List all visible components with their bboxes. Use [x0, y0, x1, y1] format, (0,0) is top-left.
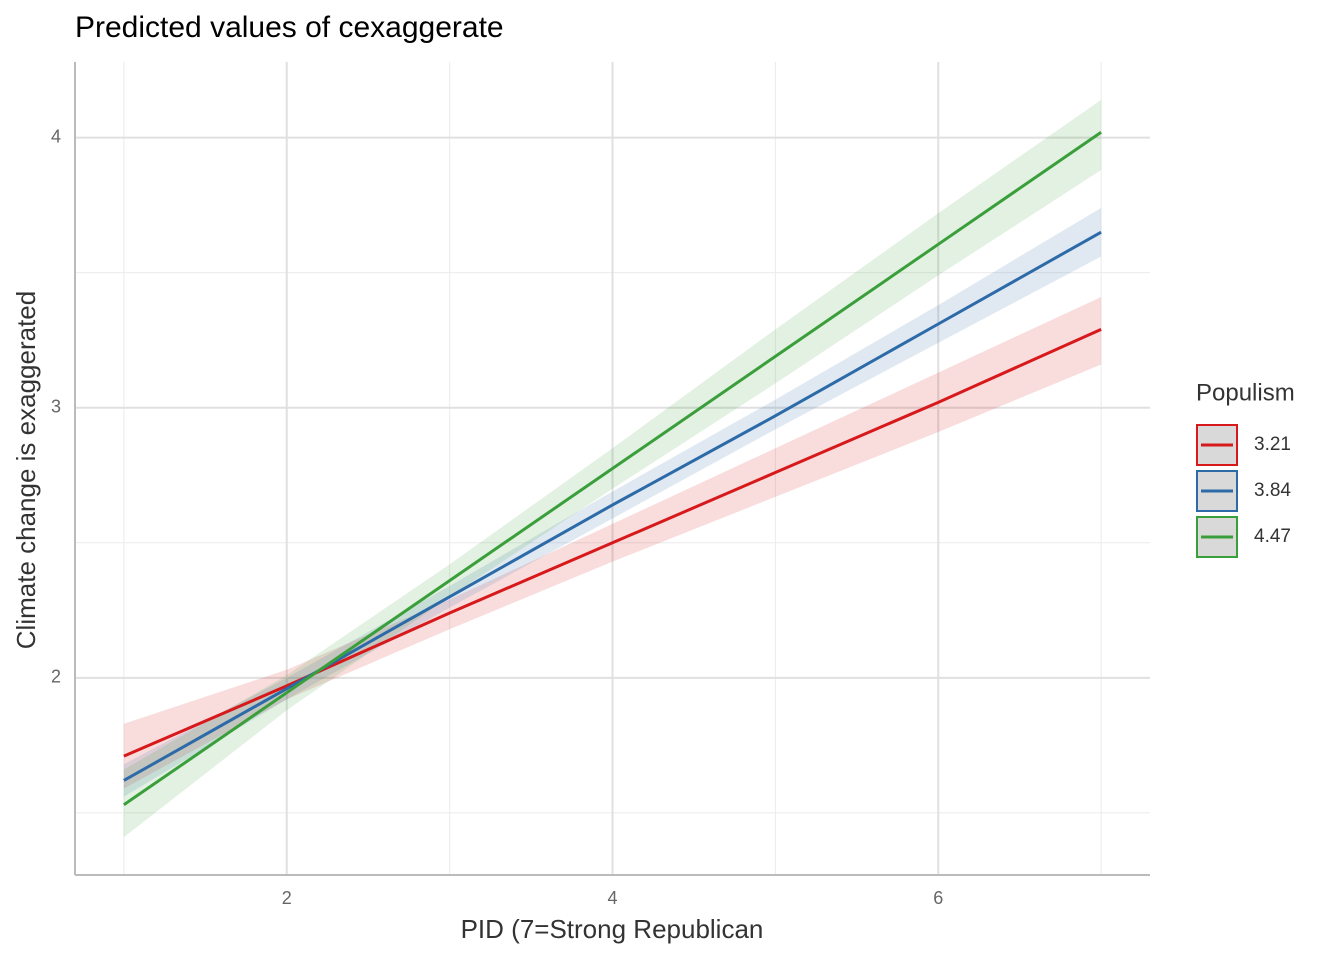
x-tick-label: 6 [933, 888, 943, 908]
series-line [123, 230, 1102, 782]
legend-title: Populism [1196, 379, 1295, 406]
y-tick-label: 4 [51, 126, 61, 146]
legend-label: 4.47 [1254, 526, 1291, 547]
y-tick-label: 2 [51, 667, 61, 687]
x-tick-label: 2 [282, 888, 292, 908]
chart-title: Predicted values of cexaggerate [75, 11, 504, 44]
x-axis-label: PID (7=Strong Republican [461, 914, 764, 944]
series-line [123, 130, 1102, 807]
series-line [123, 328, 1102, 758]
legend-label: 3.84 [1254, 480, 1291, 501]
x-tick-label: 4 [607, 888, 617, 908]
legend-label: 3.21 [1254, 434, 1291, 455]
y-axis-label: Climate change is exaggerated [11, 291, 41, 649]
y-tick-label: 3 [51, 396, 61, 416]
